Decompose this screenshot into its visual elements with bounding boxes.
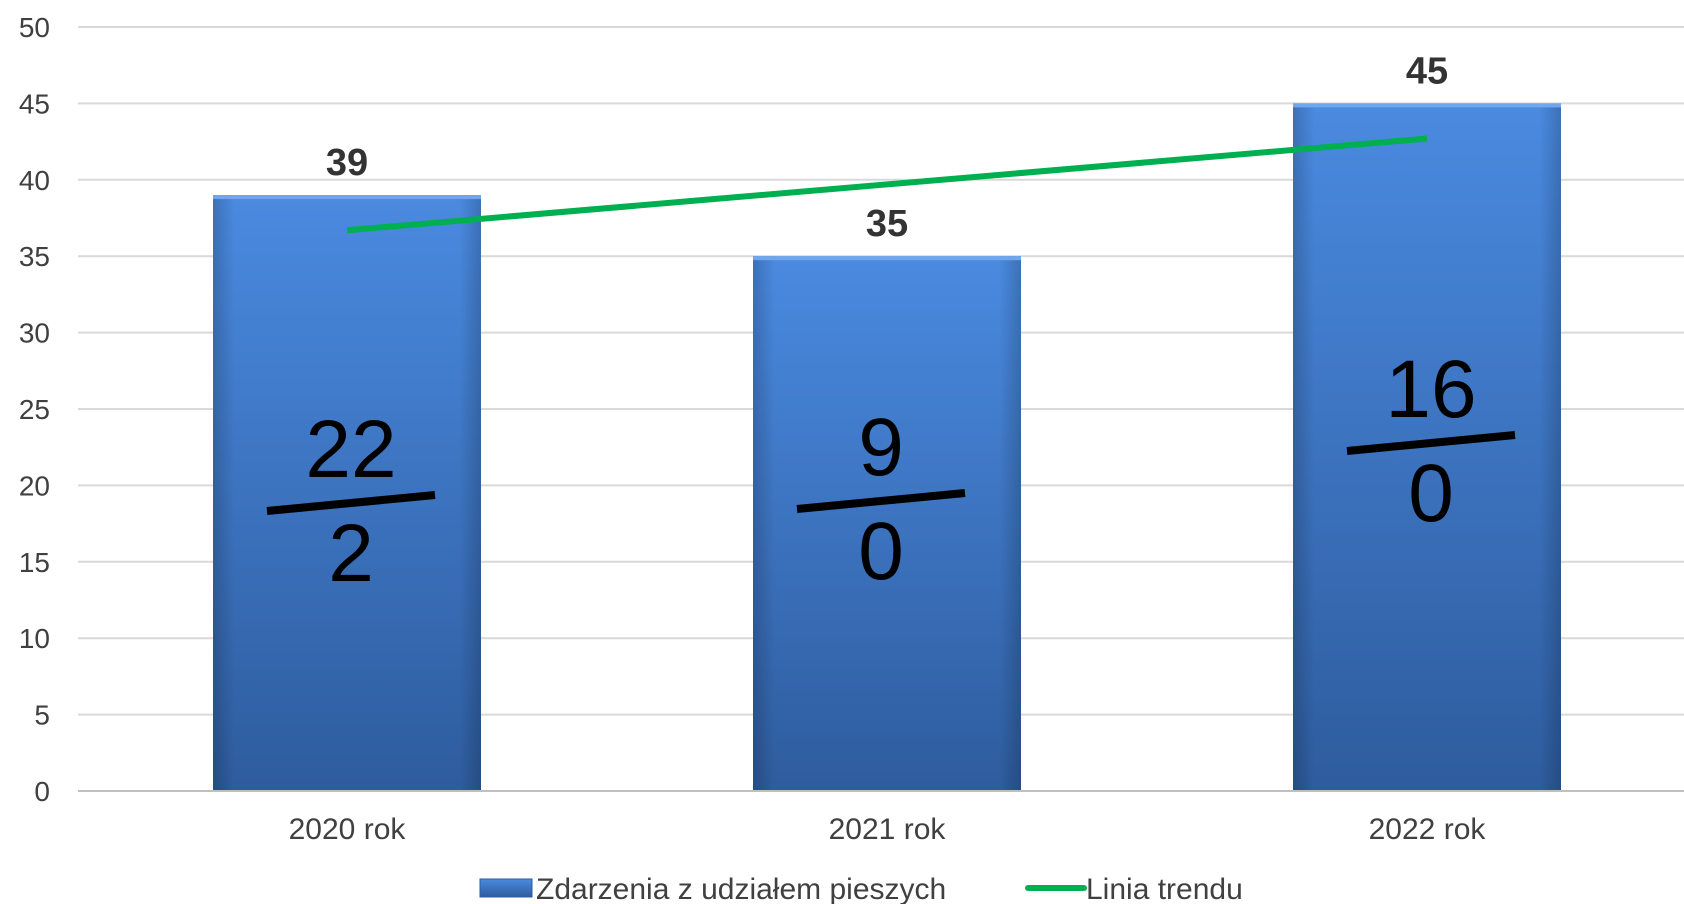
y-tick-label: 45: [19, 88, 50, 119]
fraction-numerator: 9: [858, 402, 904, 493]
legend: Zdarzenia z udziałem pieszych Linia trend…: [479, 873, 1243, 904]
y-tick-label: 15: [19, 547, 50, 578]
fraction-denominator: 2: [328, 508, 374, 599]
legend-label-trend: Linia trendu: [1086, 873, 1243, 904]
fraction-denominator: 0: [1408, 448, 1454, 539]
fraction-bar: [1346, 431, 1516, 455]
trend-line-group: [346, 135, 1428, 234]
fraction-bar: [266, 491, 436, 515]
bar-top-highlight: [213, 195, 481, 200]
fraction-numerator: 16: [1385, 344, 1476, 435]
bar-shading: [753, 256, 1021, 791]
fraction-numerator: 22: [305, 404, 396, 495]
bar-shading: [213, 195, 481, 791]
x-tick-label: 2020 rok: [289, 813, 407, 846]
legend-swatch-bars: [479, 878, 533, 898]
bar-top-highlight: [1293, 103, 1561, 108]
y-tick-label: 30: [19, 318, 50, 349]
trend-line: [346, 135, 1428, 234]
fraction-bar: [796, 489, 966, 513]
y-tick-label: 25: [19, 394, 50, 425]
y-axis: 0 5 10 15 20 25 30 35 40 45 50: [19, 12, 50, 807]
bar-top-highlight: [753, 256, 1021, 261]
y-tick-label: 20: [19, 470, 50, 501]
y-tick-label: 5: [34, 700, 50, 731]
x-tick-label: 2021 rok: [829, 813, 947, 846]
legend-label-bars: Zdarzenia z udziałem pieszych: [536, 873, 946, 904]
bars: [213, 103, 1561, 791]
data-label: 45: [1406, 50, 1448, 92]
y-tick-label: 40: [19, 165, 50, 196]
y-tick-label: 35: [19, 241, 50, 272]
y-tick-label: 0: [34, 776, 50, 807]
y-tick-label: 10: [19, 623, 50, 654]
data-label: 35: [866, 203, 908, 245]
data-label: 39: [326, 142, 368, 184]
x-tick-label: 2022 rok: [1369, 813, 1487, 846]
y-tick-label: 50: [19, 12, 50, 43]
x-axis: 2020 rok 2021 rok 2022 rok: [78, 790, 1684, 846]
fraction-denominator: 0: [858, 506, 904, 597]
